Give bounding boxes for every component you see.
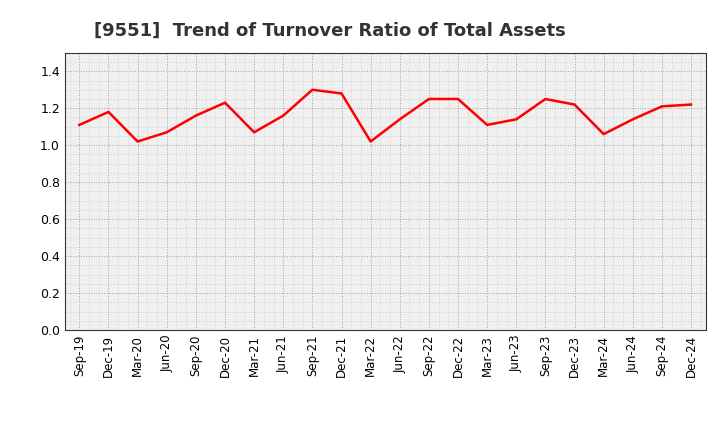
Text: [9551]  Trend of Turnover Ratio of Total Assets: [9551] Trend of Turnover Ratio of Total …: [94, 22, 565, 40]
